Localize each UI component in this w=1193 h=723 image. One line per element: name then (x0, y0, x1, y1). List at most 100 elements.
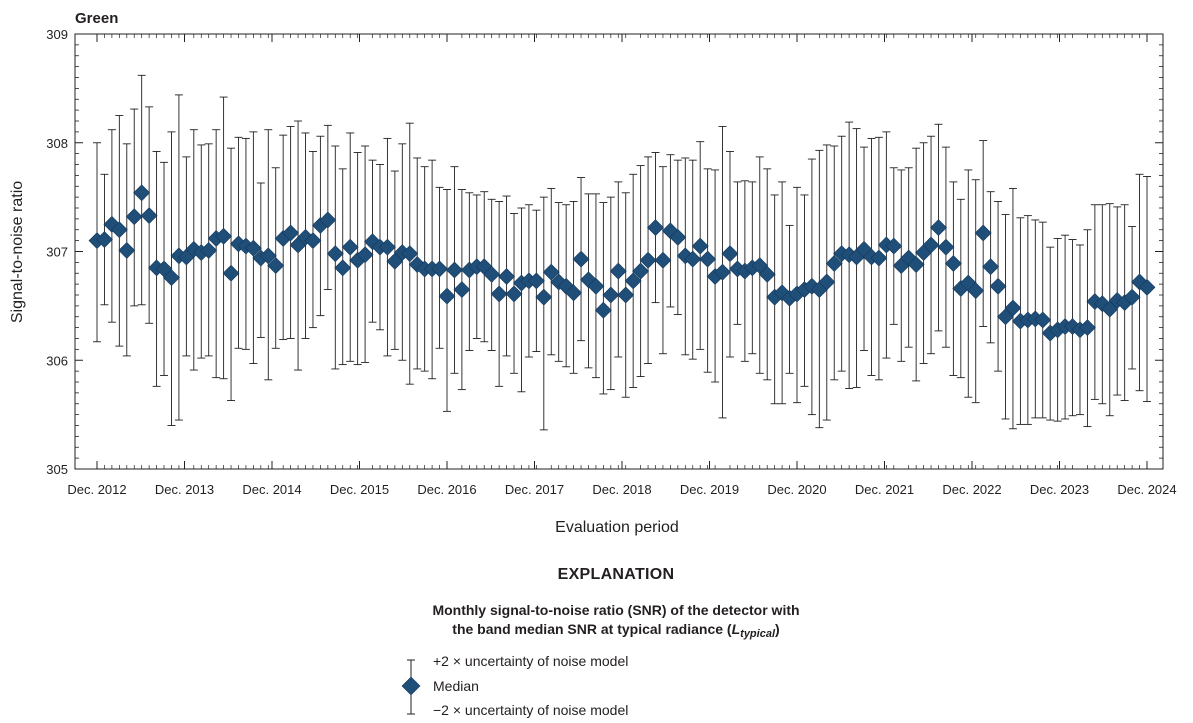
legend-caption-line1: Monthly signal-to-noise ratio (SNR) of t… (432, 602, 800, 618)
median-marker (721, 245, 739, 263)
chart-axes: 305 306 307 308 309 Dec. 2012 Dec. 2013 Dec. 20… (46, 27, 1176, 497)
median-marker (1138, 278, 1156, 296)
median-marker (989, 277, 1007, 295)
median-marker (490, 285, 508, 303)
median-marker (647, 219, 664, 236)
median-marker (267, 257, 285, 275)
x-tick-label: Dec. 2023 (1030, 482, 1089, 497)
legend-errorbar-symbol (401, 659, 421, 715)
median-marker (527, 272, 545, 290)
legend-caption-line2: the band median SNR at typical radiance … (452, 621, 732, 637)
median-marker (907, 256, 925, 273)
median-marker (244, 239, 262, 257)
errorbar (323, 124, 332, 291)
median-marker (483, 265, 501, 283)
median-marker (825, 255, 843, 272)
errorbar (212, 129, 221, 379)
median-marker (1123, 288, 1141, 306)
median-marker (565, 284, 583, 302)
median-marker (967, 282, 985, 300)
legend-median-marker (401, 676, 421, 696)
x-tick-label: Dec. 2024 (1117, 482, 1176, 497)
y-tick-label: 306 (46, 353, 68, 368)
x-tick-label: Dec. 2020 (767, 482, 826, 497)
median-marker (96, 231, 113, 248)
median-marker (624, 272, 642, 290)
median-marker (200, 241, 218, 259)
median-marker (594, 301, 612, 319)
y-tick-label: 307 (46, 245, 68, 260)
panel-title: Green (75, 10, 118, 27)
median-marker (982, 258, 1000, 276)
median-marker (438, 287, 456, 305)
median-marker (922, 236, 940, 254)
median-marker (125, 208, 143, 226)
y-tick-label: 308 (46, 136, 68, 151)
snr-chart: Green 305 306 307 308 309 Dec. 2012 Dec. 2013 D… (9, 10, 1177, 536)
x-tick-label: Dec. 2022 (942, 482, 1001, 497)
legend-upper-label: +2 × uncertainty of noise model (433, 653, 629, 669)
median-marker (356, 246, 374, 264)
median-marker (341, 238, 359, 256)
median-marker (133, 184, 151, 202)
median-marker (535, 288, 553, 306)
legend-caption-l: L (731, 621, 741, 637)
median-marker (1034, 311, 1052, 329)
y-tick-label: 309 (46, 27, 68, 42)
median-marker (684, 250, 702, 268)
median-marker (944, 255, 962, 272)
median-marker (215, 227, 233, 245)
median-marker (334, 259, 352, 277)
median-marker (691, 237, 709, 255)
median-marker (587, 277, 605, 295)
errorbar (703, 168, 712, 373)
median-marker (974, 224, 992, 242)
median-marker (602, 286, 620, 304)
median-marker (639, 251, 657, 269)
chart-marks (88, 74, 1156, 431)
x-tick-label: Dec. 2018 (592, 482, 651, 497)
median-marker (110, 221, 128, 239)
median-marker (140, 207, 158, 225)
errorbar (599, 202, 608, 395)
legend-caption-sub: typical (740, 628, 776, 640)
median-marker (259, 247, 277, 265)
median-marker (453, 281, 471, 298)
x-tick-label: Dec. 2013 (155, 482, 214, 497)
median-marker (714, 263, 731, 281)
x-axis-title: Evaluation period (555, 519, 679, 536)
median-marker (304, 232, 322, 250)
x-tick-label: Dec. 2015 (330, 482, 389, 497)
errorbar (539, 196, 548, 431)
median-marker (319, 211, 337, 229)
median-marker (818, 273, 836, 291)
x-tick-label: Dec. 2021 (855, 482, 914, 497)
median-marker (870, 249, 888, 267)
legend-caption: Monthly signal-to-noise ratio (SNR) of t… (0, 601, 1193, 644)
median-marker (930, 219, 947, 236)
median-marker (505, 285, 523, 303)
median-marker (118, 241, 136, 259)
median-marker (542, 263, 560, 281)
median-marker (1079, 319, 1096, 337)
median-marker (609, 262, 627, 280)
median-marker (699, 250, 717, 268)
median-marker (572, 250, 590, 268)
median-marker (937, 238, 955, 256)
median-marker (498, 268, 515, 285)
median-marker (222, 264, 240, 282)
median-marker (163, 269, 180, 287)
median-marker (654, 251, 672, 269)
median-marker (885, 237, 903, 255)
median-marker (401, 245, 419, 263)
x-tick-label: Dec. 2014 (242, 482, 301, 497)
legend-heading: EXPLANATION (557, 566, 675, 583)
median-marker (632, 262, 650, 280)
median-marker (617, 286, 635, 304)
y-tick-label: 305 (46, 462, 68, 477)
x-tick-label: Dec. 2016 (417, 482, 476, 497)
median-marker (282, 224, 300, 242)
median-marker (326, 245, 344, 263)
legend-caption-close: ) (775, 621, 780, 637)
median-marker (1004, 299, 1022, 317)
